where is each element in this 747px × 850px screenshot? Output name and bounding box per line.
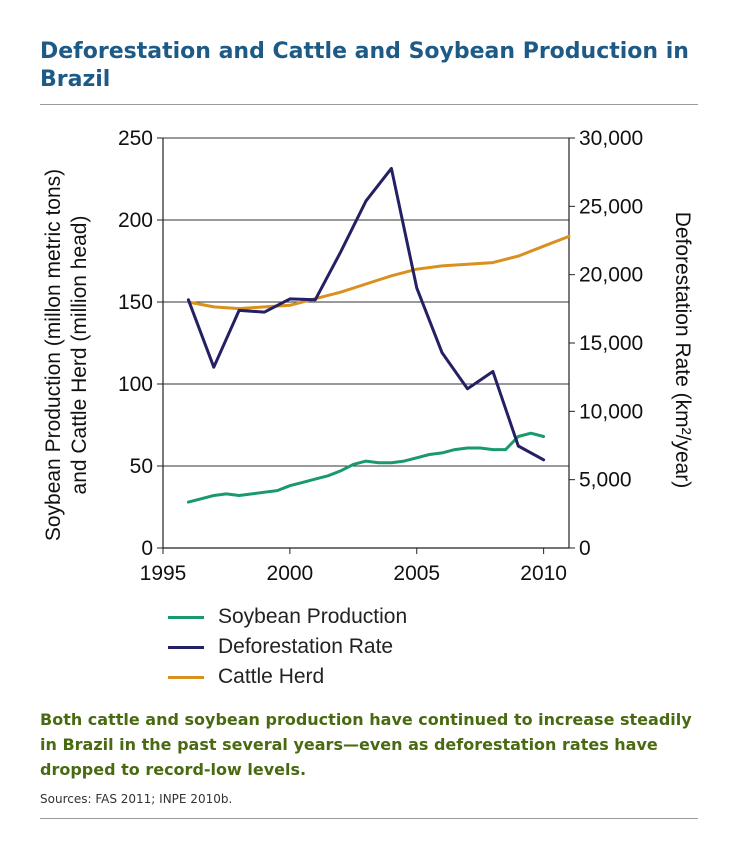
- tick-labels: 0 50 100 150 200 250 0 5,000 10,000 15,000 20,000 2…: [118, 127, 643, 585]
- y-left-tick-label-1: 50: [130, 455, 153, 478]
- legend-label-soybean: Soybean Production: [218, 605, 408, 628]
- gridlines: [163, 137, 569, 467]
- legend-item-deforestation: Deforestation Rate: [168, 632, 407, 662]
- legend-item-soybean: Soybean Production: [168, 602, 407, 632]
- y-left-tick-label-4: 200: [118, 209, 153, 232]
- y-right-tick-label-5: 25,000: [579, 195, 643, 218]
- axes: [157, 137, 575, 554]
- y-axis-left-label-line1: Soybean Production (millon metric tons): [42, 169, 65, 541]
- series-lines: [186, 166, 571, 504]
- x-tick-label-3: 2010: [520, 562, 567, 585]
- legend-label-cattle: Cattle Herd: [218, 665, 325, 688]
- series-line-cattle-herd: [186, 234, 571, 311]
- y-axis-right-label: Deforestation Rate (km²/year): [671, 212, 694, 489]
- legend-label-deforestation: Deforestation Rate: [218, 635, 394, 658]
- y-right-tick-label-2: 10,000: [579, 400, 643, 423]
- legend-item-cattle: Cattle Herd: [168, 662, 407, 692]
- x-tick-label-0: 1995: [140, 562, 187, 585]
- source-note: Sources: FAS 2011; INPE 2010b.: [40, 792, 233, 806]
- y-left-tick-label-3: 150: [118, 291, 153, 314]
- x-tick-label-1: 2000: [267, 562, 314, 585]
- y-right-tick-label-1: 5,000: [579, 469, 632, 492]
- y-axis-left-label-line2: and Cattle Herd (million head): [68, 216, 91, 495]
- y-right-tick-label-6: 30,000: [579, 127, 643, 150]
- bottom-divider: [40, 818, 698, 819]
- series-line-soybean-production: [186, 431, 546, 504]
- line-chart: 0 50 100 150 200 250 0 5,000 10,000 15,000 20,000 2…: [42, 127, 694, 585]
- legend-swatch-deforestation: [168, 645, 204, 649]
- legend: Soybean Production Deforestation Rate Ca…: [168, 602, 407, 692]
- chart-title: Deforestation and Cattle and Soybean Pro…: [40, 39, 689, 92]
- top-divider: [40, 104, 698, 105]
- x-tick-label-2: 2005: [393, 562, 440, 585]
- y-left-tick-label-5: 250: [118, 127, 153, 150]
- y-right-tick-label-0: 0: [579, 537, 591, 560]
- y-right-tick-label-3: 15,000: [579, 332, 643, 355]
- y-left-tick-label-0: 0: [141, 537, 153, 560]
- y-right-tick-label-4: 20,000: [579, 264, 643, 287]
- series-line-deforestation-rate: [186, 166, 546, 462]
- legend-swatch-cattle: [168, 675, 204, 679]
- legend-swatch-soybean: [168, 615, 204, 619]
- y-left-tick-label-2: 100: [118, 373, 153, 396]
- chart-caption: Both cattle and soybean production have …: [40, 710, 692, 779]
